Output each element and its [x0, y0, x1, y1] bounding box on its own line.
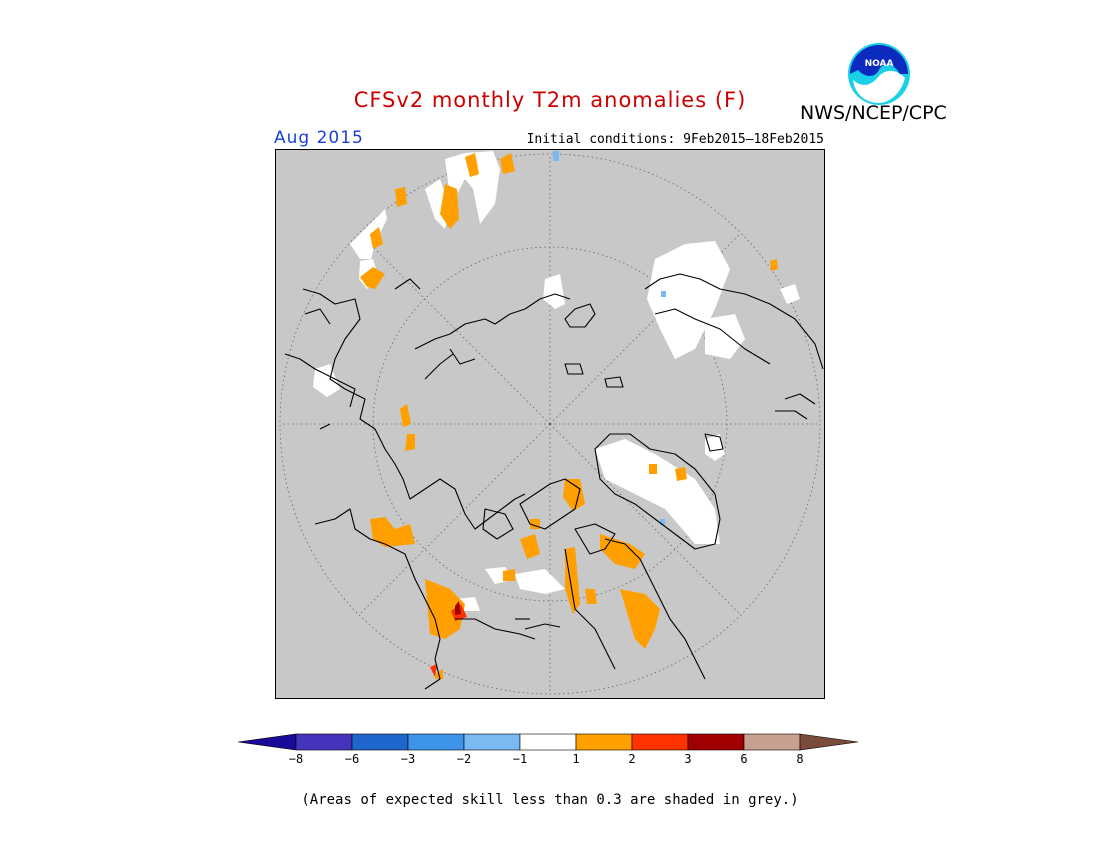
colorbar-bin	[575, 733, 633, 751]
coastlines	[284, 273, 824, 690]
color-scale-bar	[238, 733, 859, 751]
warm-anomaly-areas	[360, 153, 778, 679]
colorbar-tick-label: −1	[512, 752, 528, 766]
chart-title: CFSv2 monthly T2m anomalies (F)	[353, 88, 747, 112]
red-anomaly-area	[430, 664, 437, 677]
colorbar-high-arrow	[799, 733, 859, 751]
cool-anomaly-areas	[553, 151, 666, 525]
colorbar-tick-label: 1	[572, 752, 580, 766]
colorbar-bin	[519, 733, 577, 751]
org-label: NWS/NCEP/CPC	[800, 102, 947, 124]
forecast-period: Aug 2015	[274, 128, 364, 148]
noaa-logo-icon: NOAA	[848, 43, 910, 105]
svg-text:NOAA: NOAA	[865, 59, 894, 69]
colorbar-tick-label: −2	[456, 752, 472, 766]
colorbar-bin	[407, 733, 465, 751]
colorbar-bin	[743, 733, 801, 751]
colorbar-tick-label: 6	[740, 752, 748, 766]
colorbar-bin	[351, 733, 409, 751]
colorbar-tick-label: −8	[288, 752, 304, 766]
colorbar-tick-label: −3	[400, 752, 416, 766]
colorbar-bin	[463, 733, 521, 751]
colorbar-bin	[631, 733, 689, 751]
colorbar-low-arrow	[238, 733, 297, 751]
skill-footnote: (Areas of expected skill less than 0.3 a…	[301, 792, 799, 808]
colorbar-bin	[295, 733, 353, 751]
dark-red-anomaly-area	[455, 601, 461, 615]
colorbar-tick-label: 2	[628, 752, 636, 766]
strong-warm-anomaly-areas	[430, 601, 467, 677]
colorbar-tick-label: 3	[684, 752, 692, 766]
colorbar-tick-label: −6	[344, 752, 360, 766]
initial-conditions: Initial conditions: 9Feb2015–18Feb2015	[526, 132, 824, 147]
colorbar-bin	[687, 733, 745, 751]
polar-map	[275, 149, 825, 699]
colorbar-tick-label: 8	[796, 752, 804, 766]
